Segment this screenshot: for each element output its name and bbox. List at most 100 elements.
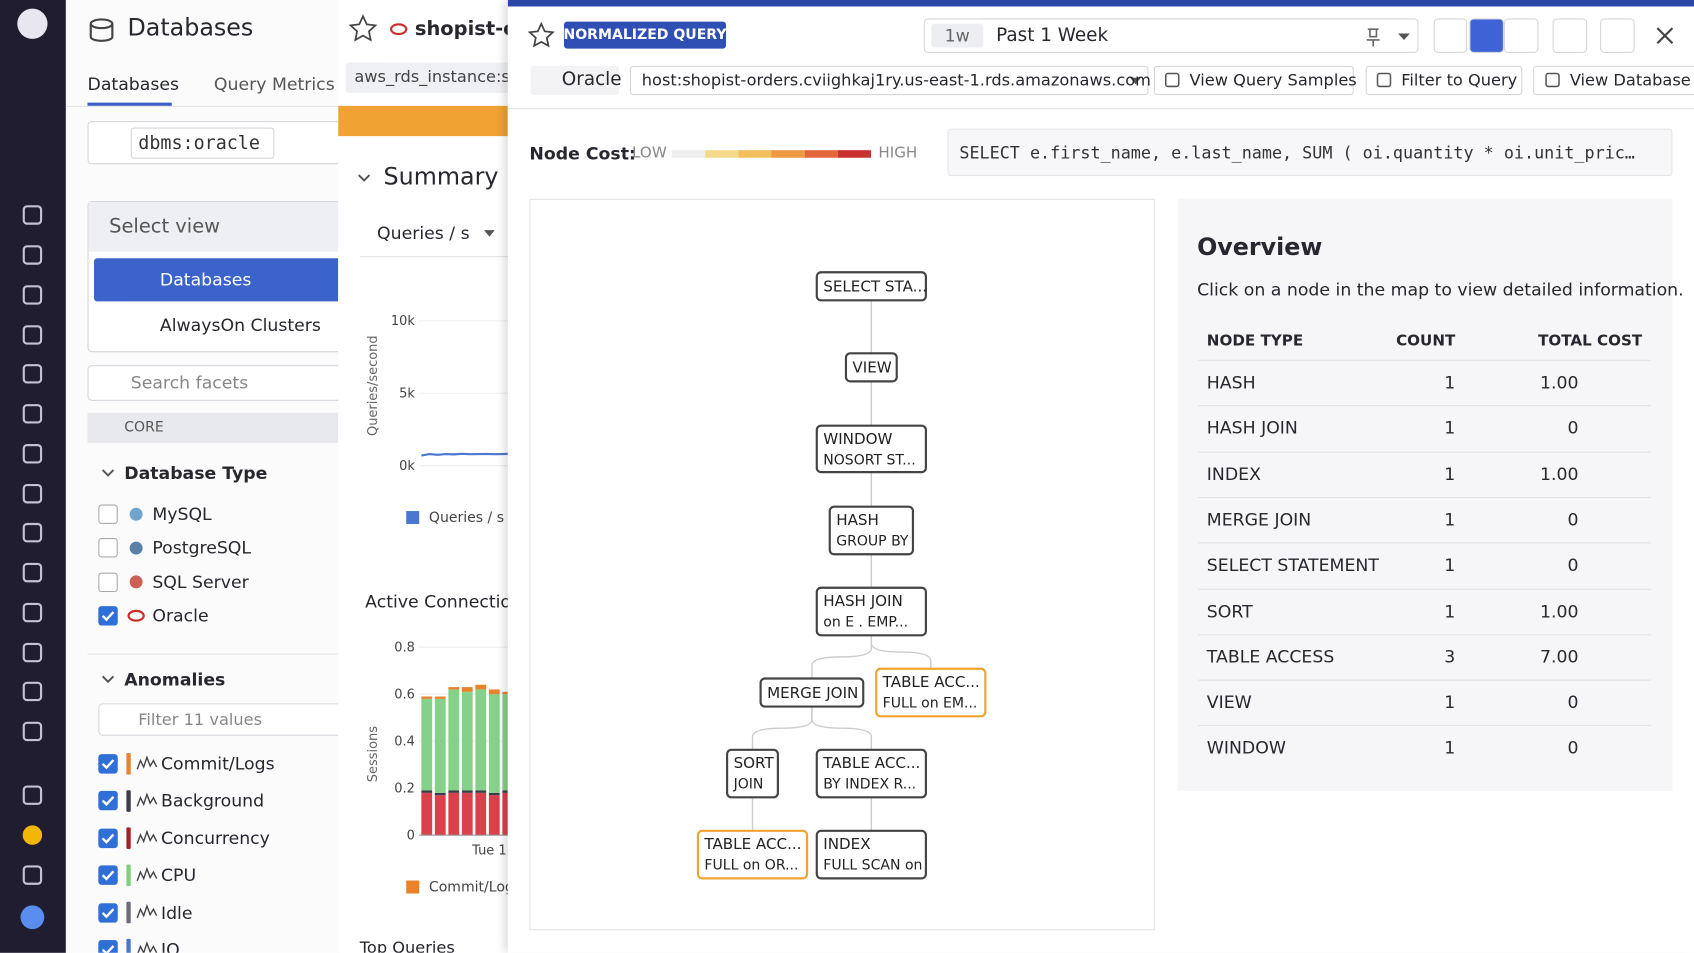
query-graphics: SELECT STA... VIEW WINDOW NOSORT ST... HASH G… xyxy=(527,21,1674,880)
row-divider xyxy=(1198,588,1651,590)
anomaly-color xyxy=(126,864,131,887)
control-button[interactable] xyxy=(1600,18,1635,53)
section-title: Top Queries xyxy=(359,937,455,953)
filter-box[interactable] xyxy=(98,703,339,736)
node-label: GROUP BY xyxy=(836,534,909,550)
node-type: HASH xyxy=(1206,372,1256,393)
db-logo xyxy=(129,507,143,521)
column-header: TOTAL COST xyxy=(1538,332,1643,350)
db-logo xyxy=(129,541,143,555)
help-icon xyxy=(22,825,43,845)
node-label: WINDOW xyxy=(823,430,892,448)
checkbox[interactable] xyxy=(98,865,118,886)
logo xyxy=(17,8,48,39)
section-title: Summary xyxy=(383,164,499,192)
view-option[interactable]: AlwaysOn Clusters xyxy=(159,314,321,336)
checkbox[interactable] xyxy=(98,572,118,592)
nav-icon xyxy=(22,444,43,464)
node-label: JOIN xyxy=(733,777,764,793)
plan-box xyxy=(529,198,1155,931)
y-tick-label: 5k xyxy=(399,387,415,402)
total-cost: 1.00 xyxy=(1539,372,1579,393)
view-option[interactable]: Databases xyxy=(159,269,252,290)
control-button[interactable] xyxy=(1469,18,1504,53)
checkbox[interactable] xyxy=(98,538,118,558)
bar-segment xyxy=(421,792,433,836)
page-title: Databases xyxy=(127,14,254,42)
node-count: 1 xyxy=(1444,417,1456,439)
row-divider xyxy=(1198,451,1651,453)
column-header: NODE TYPE xyxy=(1206,332,1304,350)
metric-select[interactable]: Queries / s xyxy=(377,223,470,244)
row-divider xyxy=(1198,542,1651,544)
nav-bar xyxy=(0,0,66,953)
node-type: HASH JOIN xyxy=(1206,417,1298,439)
node-label: VIEW xyxy=(852,359,891,377)
action-button[interactable] xyxy=(1533,65,1694,96)
control-button[interactable] xyxy=(1503,18,1539,53)
facet-option: Commit/Logs xyxy=(160,753,275,775)
facet-option: Concurrency xyxy=(160,827,270,849)
facet-option: Background xyxy=(160,790,265,812)
node-count: 1 xyxy=(1444,372,1456,393)
instance-panel: Queries/second 0k 5k 10k Queries / s Sessions… xyxy=(338,0,508,953)
bar-segment xyxy=(502,790,508,793)
db-icon xyxy=(89,23,114,42)
plan-edge xyxy=(751,706,813,750)
node-type: SORT xyxy=(1206,600,1253,622)
checkbox[interactable] xyxy=(98,605,118,626)
nav-icon xyxy=(22,404,43,424)
y-tick-label: 0k xyxy=(399,459,415,474)
row-divider xyxy=(1198,725,1651,727)
overview-description: Click on a node in the map to view detai… xyxy=(1197,279,1684,300)
bar-segment xyxy=(434,795,446,836)
bar-segment xyxy=(421,696,433,699)
button-label: View Query Samples xyxy=(1189,70,1357,90)
action-button[interactable] xyxy=(1365,65,1523,96)
checkbox[interactable] xyxy=(98,902,118,923)
plan-node xyxy=(815,424,927,474)
oracle-icon xyxy=(390,23,408,36)
plan-node xyxy=(815,829,927,880)
nav-icon xyxy=(22,785,43,805)
checkbox[interactable] xyxy=(98,504,118,524)
search-box[interactable] xyxy=(87,121,339,165)
bar-segment xyxy=(421,790,433,793)
tab[interactable]: Query Metrics xyxy=(213,73,335,95)
y-tick-label: 0.2 xyxy=(394,781,415,796)
time-picker[interactable] xyxy=(923,18,1419,53)
db-logo xyxy=(129,575,143,589)
tab[interactable]: Databases xyxy=(87,73,180,95)
control-button[interactable] xyxy=(1552,18,1588,53)
core-bar xyxy=(87,412,339,443)
control-button[interactable] xyxy=(1433,18,1468,53)
node-type: MERGE JOIN xyxy=(1206,509,1312,530)
tab-underline xyxy=(87,102,172,106)
node-count: 1 xyxy=(1444,509,1456,530)
checkbox[interactable] xyxy=(98,791,118,811)
node-label: on E . EMP... xyxy=(823,615,908,631)
node-label: MERGE JOIN xyxy=(767,684,858,702)
select-view-header xyxy=(88,202,339,252)
facet-search[interactable] xyxy=(87,365,339,401)
cost-high: HIGH xyxy=(878,144,918,162)
checkbox[interactable] xyxy=(98,828,118,848)
plan-node xyxy=(828,505,915,556)
checkbox[interactable] xyxy=(98,754,118,774)
node-label: TABLE ACC... xyxy=(822,754,920,772)
host-select[interactable] xyxy=(629,65,1149,96)
bar-segment xyxy=(461,790,473,793)
divider xyxy=(87,653,339,655)
selected-view[interactable] xyxy=(93,258,339,302)
button-label: View Database H xyxy=(1569,70,1694,90)
nav-icon xyxy=(22,325,43,345)
plan-node xyxy=(815,271,927,302)
action-button[interactable] xyxy=(1153,65,1354,96)
plan-node xyxy=(844,352,898,383)
node-label: NOSORT ST... xyxy=(823,453,915,469)
node-label: FULL on EM... xyxy=(883,696,978,712)
checkbox[interactable] xyxy=(98,939,118,953)
badge xyxy=(563,21,727,49)
tag-chip xyxy=(345,62,508,93)
facet-option: CPU xyxy=(160,864,197,886)
